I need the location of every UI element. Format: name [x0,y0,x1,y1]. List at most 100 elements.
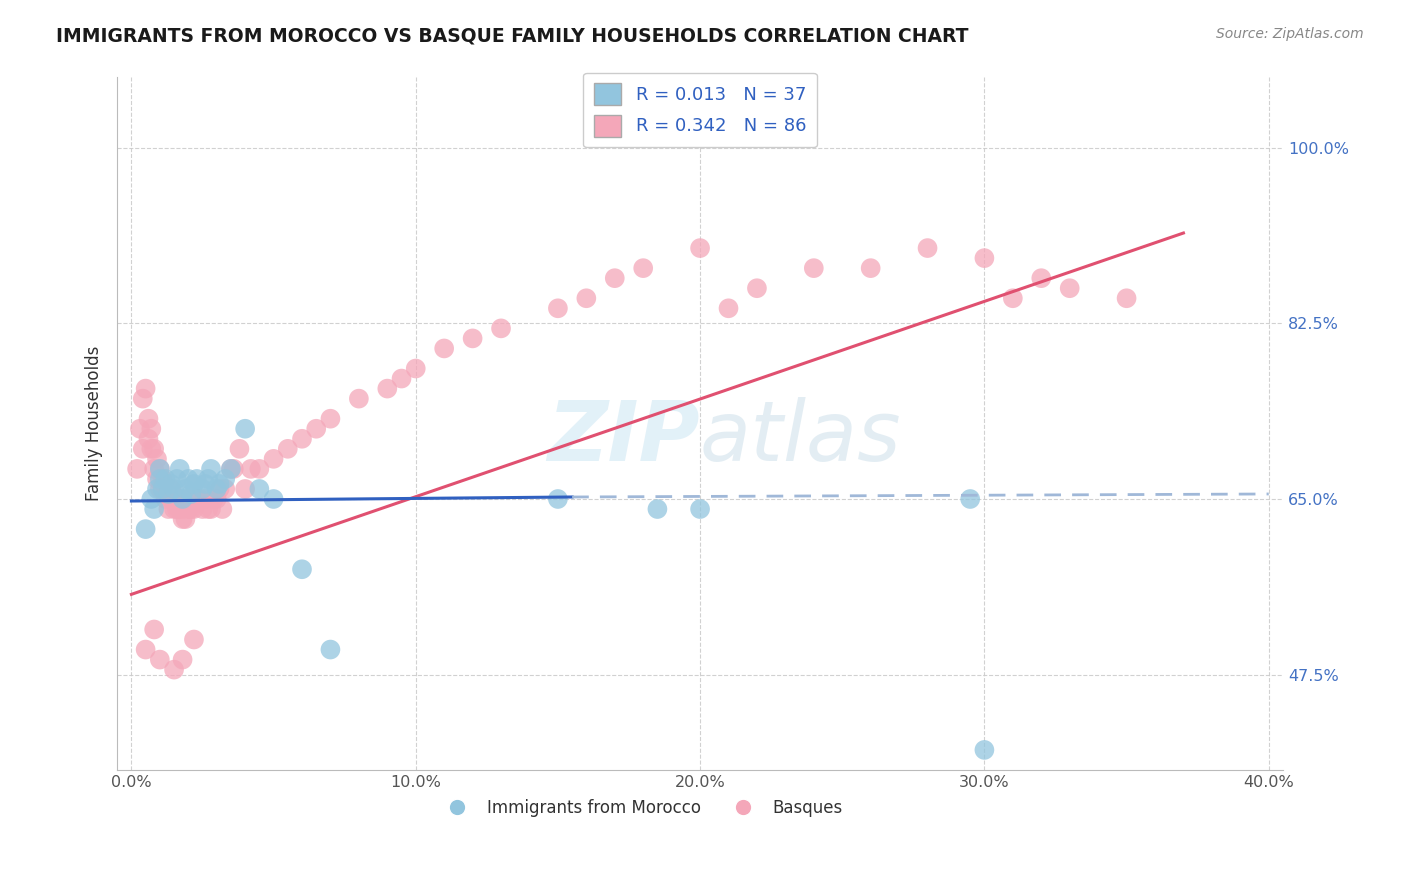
Point [391,371,413,385]
Point [141,422,163,436]
Point [1059,281,1081,295]
Point [152,482,174,496]
Point [141,491,163,506]
Point [547,491,569,506]
Point [547,301,569,316]
Point [172,652,194,666]
Point [433,342,456,356]
Point [155,472,177,486]
Point [146,451,169,466]
Point [319,411,342,425]
Point [166,472,188,486]
Point [973,743,995,757]
Point [157,502,180,516]
Point [647,502,669,516]
Point [191,502,214,516]
Point [163,663,186,677]
Point [461,331,484,345]
Point [149,482,172,496]
Point [745,281,768,295]
Point [859,261,882,276]
Point [183,632,205,647]
Point [247,482,270,496]
Point [149,652,172,666]
Point [149,472,172,486]
Point [132,392,155,406]
Point [169,491,191,506]
Point [239,462,262,476]
Point [174,482,197,496]
Point [155,482,177,496]
Point [149,462,172,476]
Point [155,491,177,506]
Point [160,477,183,491]
Point [157,482,180,496]
Point [138,411,160,425]
Point [141,442,163,456]
Point [200,462,222,476]
Point [135,642,157,657]
Point [169,462,191,476]
Point [214,482,236,496]
Point [146,482,169,496]
Point [191,482,214,496]
Point [263,491,285,506]
Point [291,432,314,446]
Point [233,422,256,436]
Point [172,502,194,516]
Point [214,472,236,486]
Point [174,512,197,526]
Point [205,482,228,496]
Text: ZIP: ZIP [547,397,700,478]
Point [177,472,200,486]
Point [1001,291,1024,305]
Point [222,462,245,476]
Point [135,522,157,536]
Point [205,491,228,506]
Point [186,472,208,486]
Point [149,462,172,476]
Point [1115,291,1137,305]
Point [157,487,180,501]
Point [188,491,211,506]
Point [160,491,183,506]
Point [603,271,626,285]
Point [219,462,242,476]
Point [917,241,939,255]
Point [405,361,427,376]
Y-axis label: Family Households: Family Households [86,346,103,501]
Point [208,482,231,496]
Point [152,482,174,496]
Point [247,462,270,476]
Text: IMMIGRANTS FROM MOROCCO VS BASQUE FAMILY HOUSEHOLDS CORRELATION CHART: IMMIGRANTS FROM MOROCCO VS BASQUE FAMILY… [56,27,969,45]
Point [959,491,981,506]
Point [146,472,169,486]
Point [143,502,166,516]
Point [202,491,225,506]
Point [233,482,256,496]
Point [129,422,152,436]
Point [186,491,208,506]
Point [143,623,166,637]
Point [169,502,191,516]
Text: atlas: atlas [700,397,901,478]
Point [1031,271,1053,285]
Point [194,477,217,491]
Point [172,491,194,506]
Point [228,442,250,456]
Point [200,502,222,516]
Point [197,502,219,516]
Point [163,491,186,506]
Point [160,482,183,496]
Point [152,472,174,486]
Point [211,502,233,516]
Point [319,642,342,657]
Point [375,382,398,396]
Point [575,291,598,305]
Point [166,502,188,516]
Point [347,392,370,406]
Point [263,451,285,466]
Point [180,487,202,501]
Point [973,251,995,265]
Point [143,462,166,476]
